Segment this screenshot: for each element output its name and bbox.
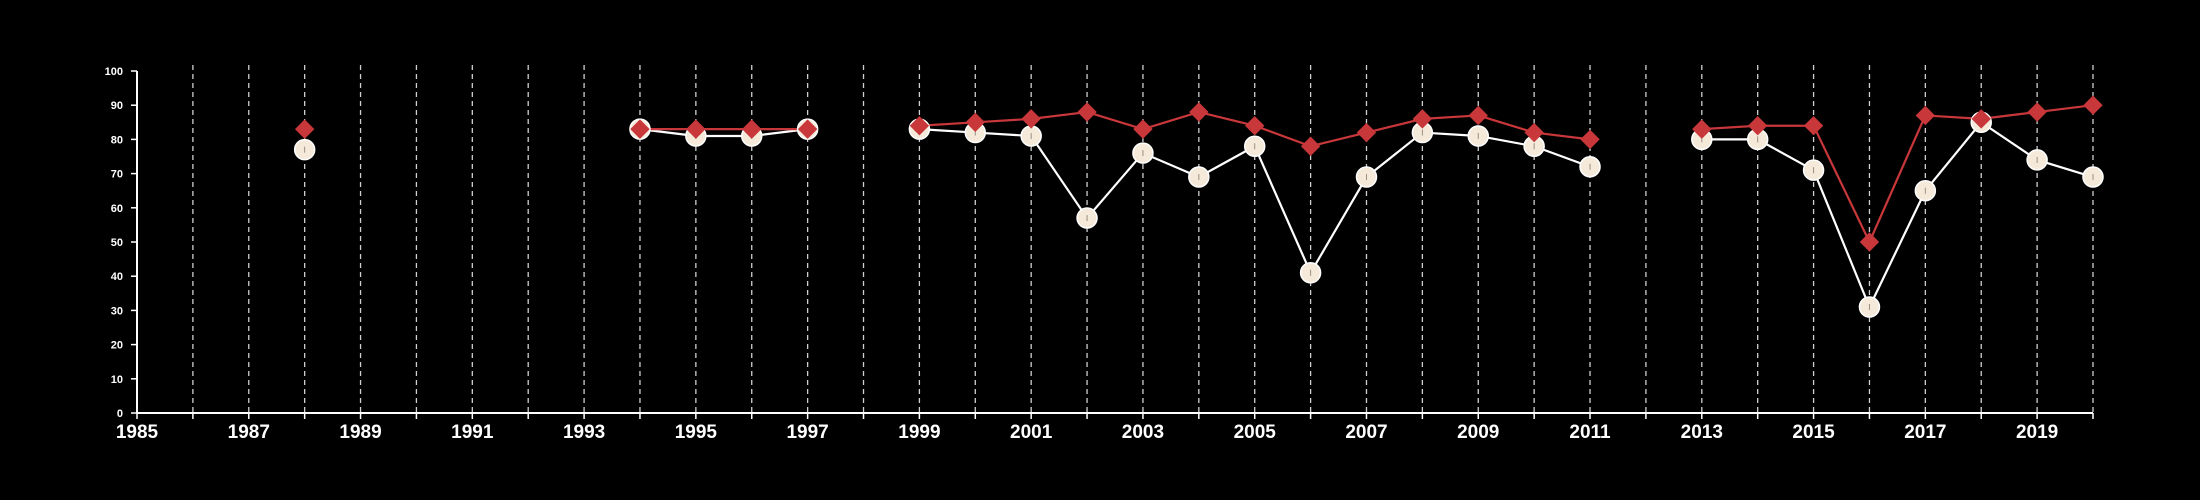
data-point-diamond: [1356, 122, 1377, 143]
series-line-segment: [639, 128, 808, 138]
data-point-diamond: [1133, 119, 1153, 139]
x-tick-label: 1997: [786, 422, 828, 443]
data-point-diamond: [686, 119, 706, 139]
x-tick-label: 1991: [451, 422, 494, 443]
data-point-diamond: [909, 116, 930, 136]
x-tick-label: 2019: [2016, 422, 2058, 443]
data-point-diamond: [630, 119, 650, 139]
data-point-diamond: [1971, 109, 1991, 129]
x-tick-label: 2009: [1457, 422, 1499, 443]
x-tick-label: 2001: [1010, 422, 1053, 443]
x-tick-label: 1987: [228, 422, 270, 443]
y-tick-label: 0: [117, 408, 123, 420]
markers-diamond: [294, 95, 2103, 252]
data-point-diamond: [1412, 109, 1433, 129]
data-point-diamond: [1300, 136, 1321, 156]
y-tick-label: 30: [111, 305, 123, 317]
y-tick-label: 90: [111, 100, 123, 112]
data-point-diamond: [1524, 122, 1544, 143]
vertical-gridlines: [192, 65, 2094, 413]
data-point-diamond: [1803, 116, 1824, 136]
data-point-diamond: [1245, 116, 1265, 136]
y-tick-label: 70: [111, 169, 123, 181]
x-tick-label: 2015: [1792, 422, 1835, 443]
data-point-diamond: [2083, 95, 2103, 115]
data-point-diamond: [1915, 105, 1936, 126]
data-series: [293, 95, 2104, 318]
data-point-diamond: [2027, 102, 2047, 122]
y-tick-label: 80: [111, 134, 123, 146]
x-tick-label: 2017: [1904, 422, 1946, 443]
y-tick-label: 40: [111, 271, 123, 283]
x-tick-label: 2011: [1569, 422, 1611, 443]
data-point-diamond: [1468, 105, 1488, 126]
data-point-diamond: [742, 119, 762, 139]
x-tick-label: 1995: [675, 422, 718, 443]
data-point-diamond: [797, 119, 818, 139]
y-tick-label: 20: [111, 340, 123, 352]
x-tick-label: 2005: [1234, 422, 1277, 443]
x-tick-label: 2007: [1345, 422, 1387, 443]
data-point-diamond: [1189, 102, 1209, 122]
x-tick-label: 1989: [339, 422, 381, 443]
data-point-diamond: [1692, 119, 1712, 139]
data-point-diamond: [1077, 102, 1097, 122]
data-point-diamond: [1859, 232, 1880, 252]
x-tick-label: 1999: [898, 422, 940, 443]
y-tick-label: 10: [111, 374, 123, 386]
data-point-diamond: [1747, 116, 1768, 136]
data-point-diamond: [294, 119, 315, 139]
x-tick-label: 2013: [1681, 422, 1723, 443]
data-point-diamond: [965, 112, 985, 133]
x-tick-label: 2003: [1122, 422, 1164, 443]
data-point-diamond: [1021, 109, 1041, 129]
data-point-diamond: [1580, 129, 1600, 150]
y-tick-label: 100: [105, 66, 123, 78]
y-tick-label: 60: [111, 203, 123, 215]
x-tick-label: 1993: [563, 422, 605, 443]
y-tick-label: 50: [111, 237, 123, 249]
x-axis-ticks: 1985 1987 1989 1991 1993 1995 1997 1999 2001 2003…: [116, 413, 2094, 443]
y-axis-ticks: 0 10 20 30 40 50 60 70 80 90 100: [105, 66, 137, 420]
x-tick-label: 1985: [116, 422, 159, 443]
axes: [136, 71, 2093, 414]
